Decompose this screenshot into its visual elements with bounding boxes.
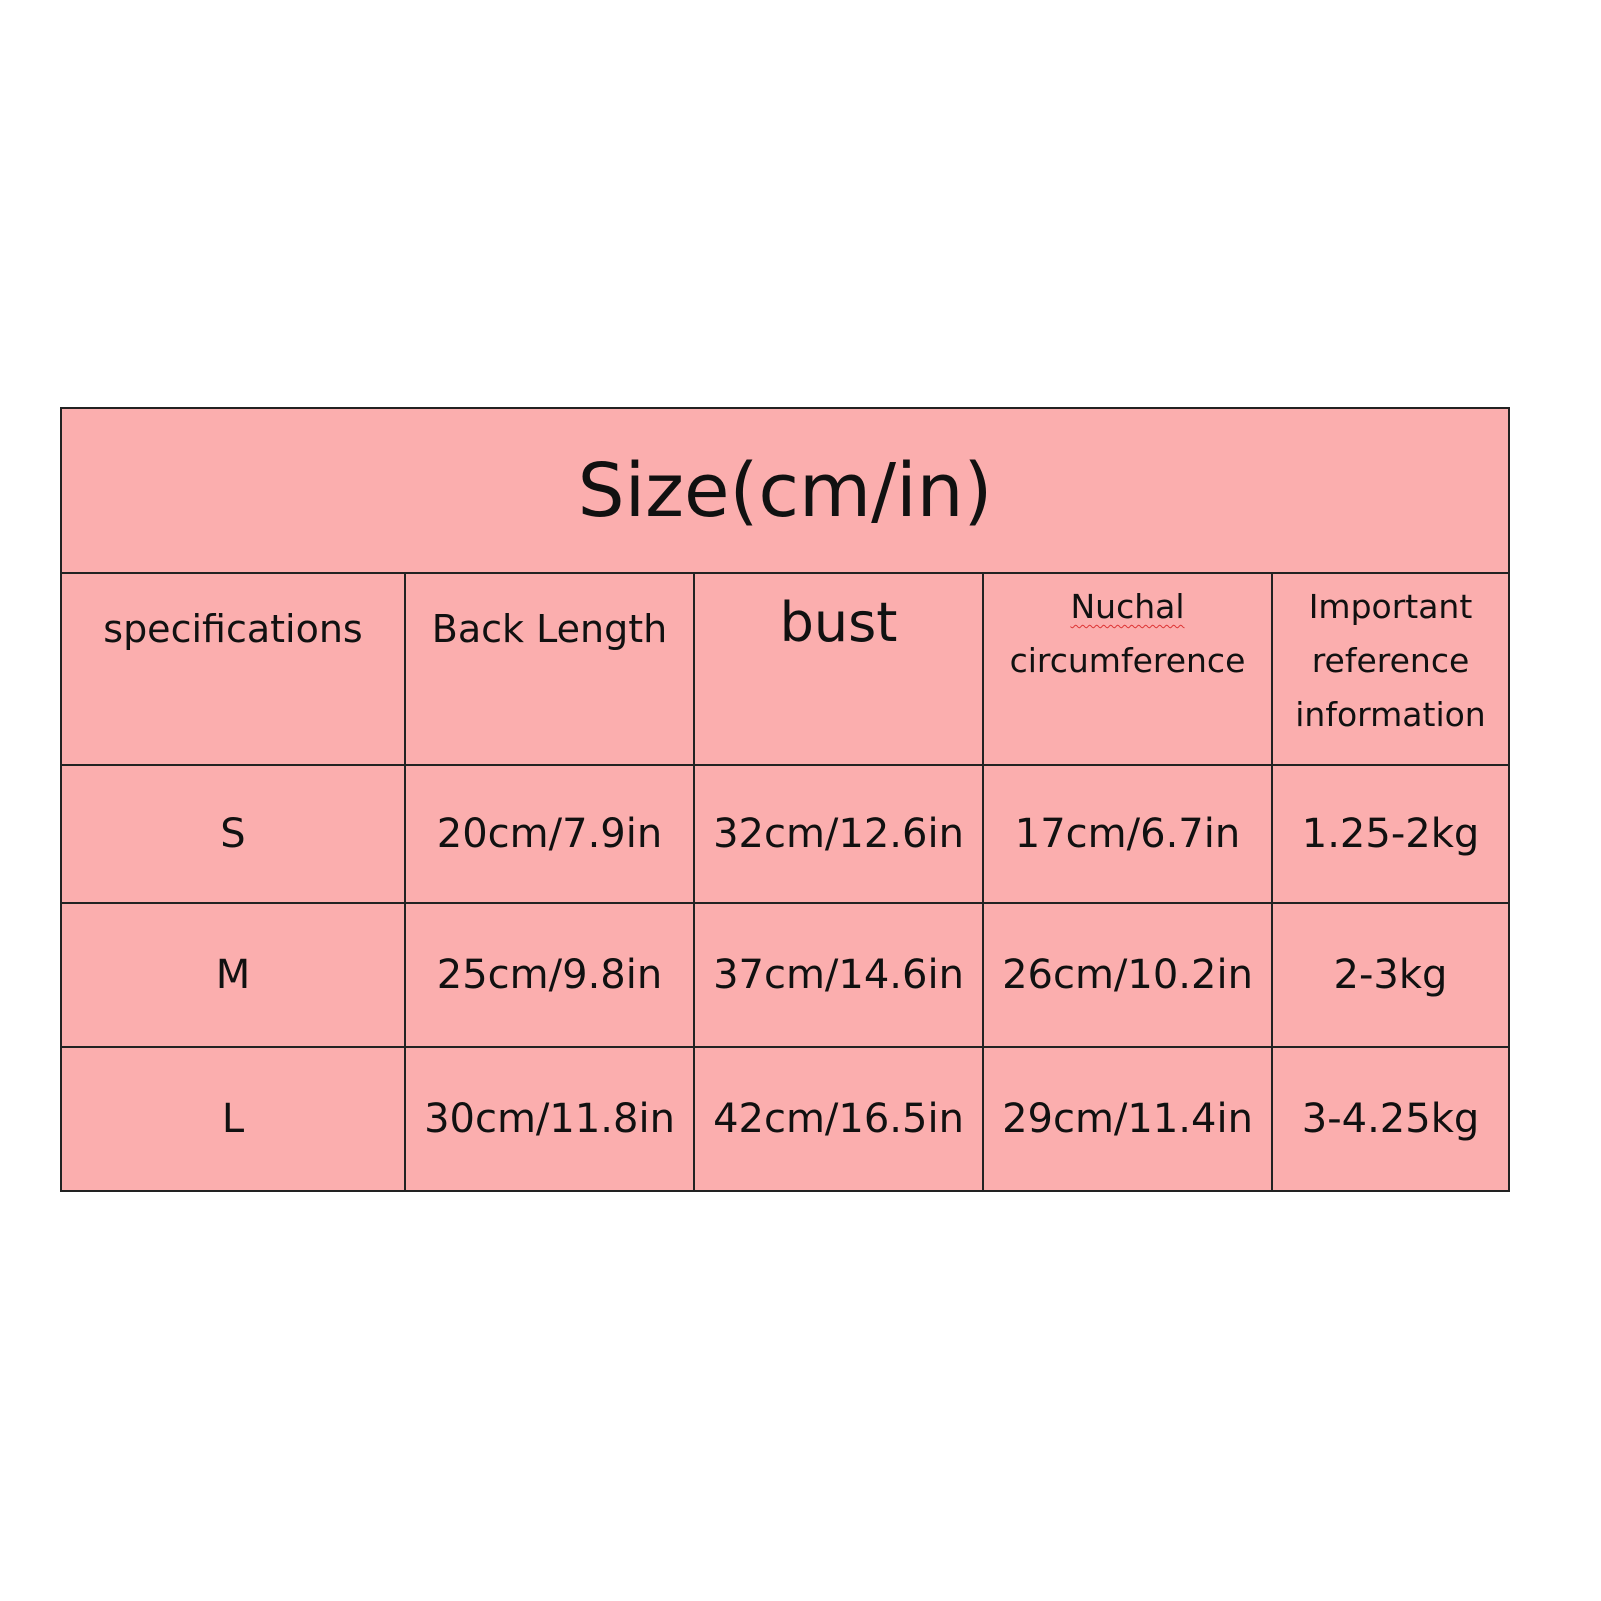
nuchal-cell: 17cm/6.7in [982,764,1273,904]
header-back-length: Back Length [404,572,695,766]
bust-cell: 32cm/12.6in [693,764,984,904]
weight-cell: 1.25-2kg [1271,764,1510,904]
bust-cell: 37cm/14.6in [693,902,984,1048]
header-important-reference-information: Important reference information [1271,572,1510,766]
nuchal-cell: 26cm/10.2in [982,902,1273,1048]
weight-cell: 2-3kg [1271,902,1510,1048]
size-cell: L [60,1046,406,1192]
table-row: M 25cm/9.8in 37cm/14.6in 26cm/10.2in 2-3… [60,902,1510,1048]
header-nuchal-circumference: Nuchal circumference [982,572,1273,766]
back-length-cell: 30cm/11.8in [404,1046,695,1192]
header-information: information [1295,695,1486,734]
header-specifications: specifications [60,572,406,766]
back-length-cell: 25cm/9.8in [404,902,695,1048]
back-length-cell: 20cm/7.9in [404,764,695,904]
header-row: specifications Back Length bust Nuchal c… [60,572,1510,766]
header-circumference: circumference [1009,641,1246,680]
header-reference: reference [1311,641,1470,680]
header-bust: bust [693,572,984,766]
bust-cell: 42cm/16.5in [693,1046,984,1192]
table-title: Size(cm/in) [60,407,1510,574]
nuchal-cell: 29cm/11.4in [982,1046,1273,1192]
size-cell: M [60,902,406,1048]
header-nuchal: Nuchal [1070,587,1185,626]
size-cell: S [60,764,406,904]
table-row: S 20cm/7.9in 32cm/12.6in 17cm/6.7in 1.25… [60,764,1510,904]
weight-cell: 3-4.25kg [1271,1046,1510,1192]
table-row: L 30cm/11.8in 42cm/16.5in 29cm/11.4in 3-… [60,1046,1510,1192]
header-important: Important [1308,587,1473,626]
size-chart-table: Size(cm/in) specifications Back Length b… [60,407,1510,1192]
